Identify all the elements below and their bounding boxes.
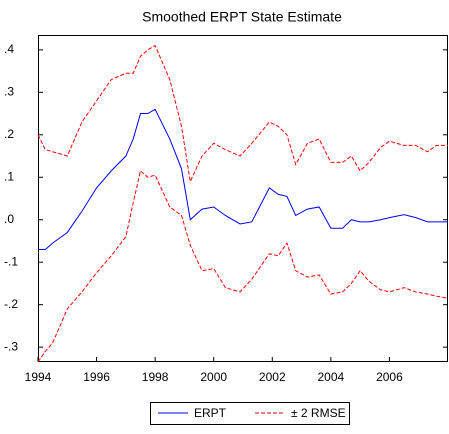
y-tick-label: .2	[4, 127, 14, 141]
legend-label: ERPT	[194, 406, 227, 420]
legend-box	[150, 402, 350, 425]
lower-band-line	[37, 169, 449, 363]
y-tick-label: .4	[4, 42, 14, 56]
chart-title: Smoothed ERPT State Estimate	[142, 9, 342, 25]
series-line	[38, 108, 448, 250]
x-tick-label: 1998	[142, 370, 169, 384]
y-tick-label: -.1	[4, 254, 18, 268]
x-tick-label: 2000	[200, 370, 227, 384]
legend-label: ± 2 RMSE	[291, 406, 346, 420]
y-tick-label: -.3	[4, 339, 18, 353]
y-tick-label: .1	[4, 169, 14, 183]
x-tick-label: 2006	[376, 370, 403, 384]
upper-band-line	[37, 44, 448, 184]
x-tick-label: 2002	[259, 370, 286, 384]
x-tick-label: 1994	[25, 370, 52, 384]
plot-frame	[38, 35, 448, 362]
y-tick-label: .0	[4, 212, 14, 226]
x-tick-label: 1996	[83, 370, 110, 384]
x-tick-label: 2004	[318, 370, 345, 384]
y-tick-label: .3	[4, 85, 14, 99]
y-tick-label: -.2	[4, 297, 18, 311]
